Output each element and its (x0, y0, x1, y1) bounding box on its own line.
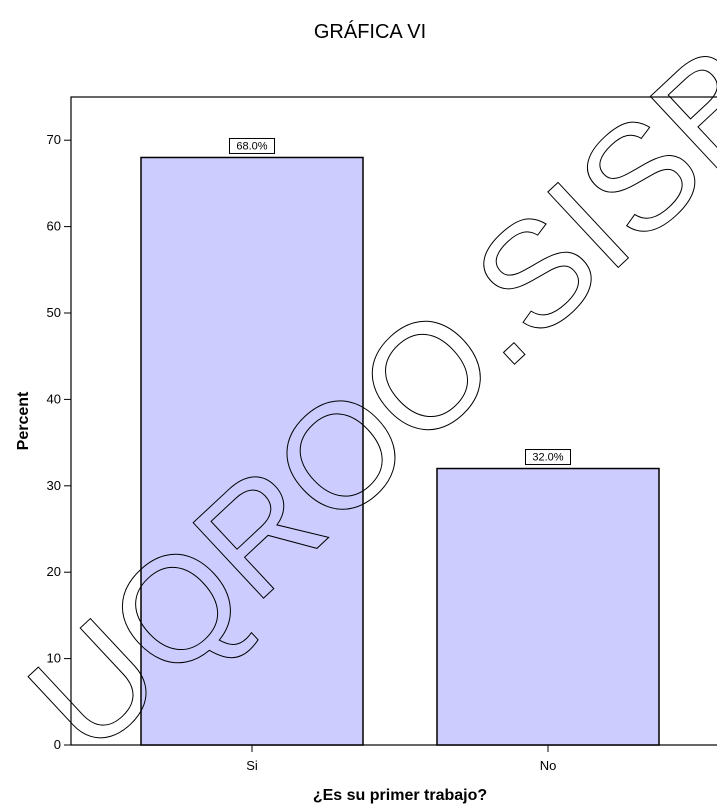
x-axis-label: ¿Es su primer trabajo? (313, 787, 487, 804)
bars-group: 68.0% 32.0% (140, 137, 660, 746)
y-tick-label: 20 (47, 564, 61, 579)
data-label: 68.0% (236, 140, 267, 152)
y-tick-label: 0 (54, 737, 61, 752)
y-tick-label: 60 (47, 219, 61, 234)
y-tick-label: 70 (47, 132, 61, 147)
bar-no (436, 467, 660, 746)
data-label-box (525, 449, 571, 466)
chart-title: GRÁFICA VI (314, 20, 426, 43)
x-tick-label: No (540, 758, 557, 773)
y-tick-label: 10 (47, 651, 61, 666)
y-tick-label: 50 (47, 305, 61, 320)
y-axis-label: Percent (15, 391, 32, 450)
data-label: 32.0% (532, 452, 563, 464)
x-tick-label: Si (246, 758, 258, 773)
x-axis: Si No (246, 745, 556, 773)
y-tick-label: 40 (47, 391, 61, 406)
bar-si (140, 156, 364, 746)
y-tick-label: 30 (47, 478, 61, 493)
y-axis: 0 10 20 30 40 50 60 70 (47, 132, 71, 752)
data-label-box (229, 137, 275, 154)
